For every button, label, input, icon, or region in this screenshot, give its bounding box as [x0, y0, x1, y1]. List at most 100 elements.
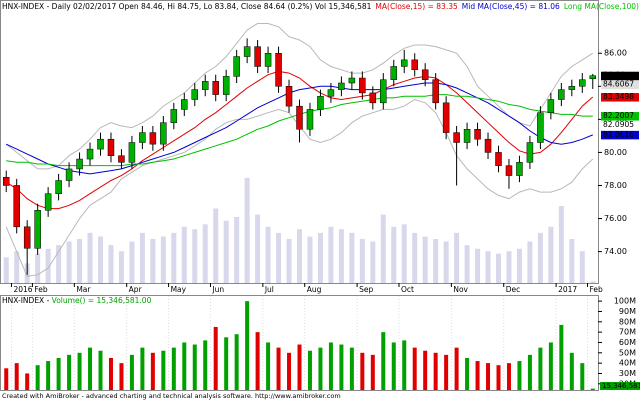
- candle-body: [191, 89, 199, 100]
- candle-body: [118, 155, 125, 163]
- volume-bar: [506, 363, 511, 390]
- volume-shadow: [454, 232, 460, 283]
- candle-body: [568, 86, 576, 90]
- volume-shadow: [307, 236, 313, 283]
- x-tick-label: Jun: [211, 285, 224, 294]
- volume-bar: [370, 354, 375, 390]
- candle-body: [264, 52, 272, 67]
- volume-bar: [339, 344, 344, 390]
- title-main: HNX-INDEX - Daily 02/02/2017 Open 84.46,…: [2, 2, 372, 11]
- volume-shadow: [548, 226, 554, 283]
- volume-bar: [360, 352, 365, 390]
- volume-bar: [14, 363, 19, 390]
- volume-shadow: [317, 232, 323, 283]
- volume-shadow: [475, 248, 481, 283]
- volume-bar: [590, 388, 595, 390]
- volume-bar: [224, 337, 229, 390]
- moving-average: [5, 82, 593, 175]
- volume-bar: [444, 354, 449, 390]
- volume-shadow: [579, 251, 585, 283]
- x-tick-label: Jul: [264, 285, 274, 294]
- y-tick-label: 90M: [619, 307, 636, 316]
- volume-shadow: [265, 226, 271, 283]
- volume-shadow: [244, 177, 250, 283]
- volume-bar: [423, 350, 428, 390]
- price-tag-label: 84.6067: [603, 80, 634, 89]
- volume-shadow: [433, 239, 439, 283]
- volume-shadow: [3, 257, 9, 283]
- volume-bar: [402, 340, 407, 390]
- volume-shadow: [129, 241, 135, 283]
- y-tick-label: 60M: [619, 338, 636, 347]
- x-tick-label: 2016: [13, 285, 32, 294]
- price-tag: [601, 71, 639, 81]
- x-tick-label: Apr: [129, 285, 143, 294]
- volume-bar: [77, 352, 82, 390]
- value-label: 15,346,581: [602, 382, 640, 390]
- volume-bar: [35, 365, 40, 390]
- volume-shadow: [422, 236, 428, 283]
- candle-body: [390, 66, 398, 80]
- volume-bar: [119, 363, 124, 390]
- volume-shadow: [380, 214, 386, 283]
- candle-body: [442, 102, 450, 133]
- x-tick-label: Oct: [401, 285, 414, 294]
- x-tick-label: Nov: [453, 285, 468, 294]
- y-tick-label: 74.00: [604, 247, 627, 256]
- candle-body: [97, 138, 104, 150]
- price-tag-label: 82.2007: [603, 111, 634, 120]
- volume-shadow: [181, 226, 187, 283]
- volume-shadow: [202, 224, 208, 283]
- volume-bar: [307, 350, 312, 390]
- volume-shadow: [139, 232, 145, 283]
- price-tag: [601, 93, 639, 102]
- price-tag: [601, 112, 639, 121]
- volume-shadow: [328, 226, 334, 283]
- candle-body: [128, 142, 136, 163]
- candle-body: [86, 148, 94, 160]
- candle-body: [201, 81, 209, 90]
- price-tag: [601, 121, 639, 130]
- price-tag-label: 81.0616: [603, 130, 634, 139]
- candle-body: [243, 46, 251, 57]
- volume-bar: [328, 342, 333, 390]
- volume-bar: [4, 368, 9, 390]
- volume-bar: [245, 301, 250, 390]
- candle-body: [369, 92, 377, 104]
- volume-shadow: [14, 251, 20, 283]
- candle-body: [432, 79, 439, 104]
- candle-body: [212, 81, 219, 95]
- volume-bar: [129, 354, 134, 390]
- candle-body: [558, 89, 565, 100]
- candle-body: [400, 59, 408, 67]
- volume-bar: [433, 352, 438, 390]
- volume-bar: [255, 332, 260, 390]
- volume-bar: [475, 361, 480, 390]
- candle-body: [296, 105, 303, 130]
- candle-body: [359, 77, 366, 94]
- volume-bar: [454, 347, 459, 390]
- volume-shadow: [464, 245, 470, 283]
- candle-body: [348, 77, 356, 84]
- volume-shadow: [537, 232, 543, 283]
- volume-shadow: [349, 232, 355, 283]
- candle-body: [421, 69, 429, 80]
- volume-shadow: [401, 224, 407, 283]
- volume-bar: [559, 324, 564, 390]
- x-tick-label: 2017: [558, 285, 577, 294]
- volume-shadow: [516, 248, 522, 283]
- legend-entry: Volume() = 15,346,581.00: [52, 296, 152, 305]
- volume-shadow: [558, 206, 564, 283]
- volume-bar: [486, 363, 491, 390]
- volume-shadow: [213, 208, 219, 283]
- volume-bar: [266, 342, 271, 390]
- volume-bar: [213, 326, 218, 390]
- x-tick-label: Mar: [76, 285, 91, 294]
- volume-bar: [46, 361, 51, 390]
- candle-body: [537, 112, 544, 143]
- volume-bar: [527, 354, 532, 390]
- candle-body: [474, 129, 481, 140]
- volume-bar: [318, 347, 323, 390]
- y-tick-label: 76.00: [604, 214, 627, 223]
- y-tick-label: 78.00: [604, 181, 627, 190]
